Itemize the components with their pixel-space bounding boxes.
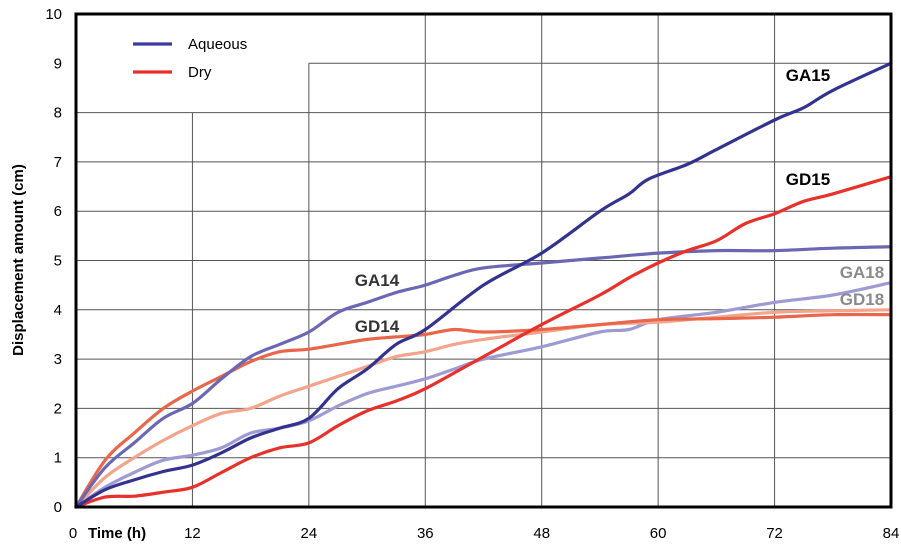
- y-tick-label: 4: [54, 302, 62, 319]
- series-label-gd15: GD15: [786, 170, 830, 189]
- series-lines: [74, 61, 893, 509]
- legend: Aqueous Dry: [133, 36, 247, 81]
- x-tick-label: 72: [766, 525, 783, 542]
- series-label-ga14: GA14: [355, 271, 400, 290]
- x-tick-label: 12: [184, 525, 201, 542]
- y-tick-label: 8: [54, 105, 62, 122]
- y-tick-label: 10: [45, 6, 62, 23]
- legend-label-aqueous: Aqueous: [188, 36, 247, 53]
- y-tick-label: 9: [54, 55, 62, 72]
- series-label-gd14: GD14: [355, 317, 400, 336]
- y-tick-label: 7: [54, 154, 62, 171]
- y-tick-label: 1: [54, 450, 62, 467]
- series-line-gd15: [74, 175, 893, 509]
- series-label-ga15: GA15: [786, 66, 830, 85]
- grid: [76, 14, 891, 507]
- x-tick-label: 84: [883, 525, 900, 542]
- series-labels: GA15 GD15 GA14 GD14 GA18 GD18: [355, 66, 884, 336]
- x-tick-label: 60: [650, 525, 667, 542]
- x-axis-title: Time (h): [88, 525, 146, 542]
- series-label-gd18: GD18: [840, 290, 884, 309]
- y-axis-title: Displacement amount (cm): [10, 164, 27, 356]
- series-line-ga18: [74, 281, 893, 509]
- x-tick-label: 36: [417, 525, 434, 542]
- y-tick-label: 2: [54, 400, 62, 417]
- y-tick-label: 3: [54, 351, 62, 368]
- y-tick-label: 0: [54, 499, 62, 516]
- x-tick-label: 48: [533, 525, 550, 542]
- y-tick-label: 6: [54, 203, 62, 220]
- plot-frame: [74, 12, 893, 509]
- legend-label-dry: Dry: [188, 64, 212, 81]
- x-tick-label: 24: [301, 525, 318, 542]
- series-label-ga18: GA18: [840, 263, 884, 282]
- y-tick-label: 5: [54, 253, 62, 270]
- x-tick-label: 0: [69, 525, 77, 542]
- series-line-ga15: [74, 61, 893, 509]
- series-line-gd14: [74, 312, 893, 509]
